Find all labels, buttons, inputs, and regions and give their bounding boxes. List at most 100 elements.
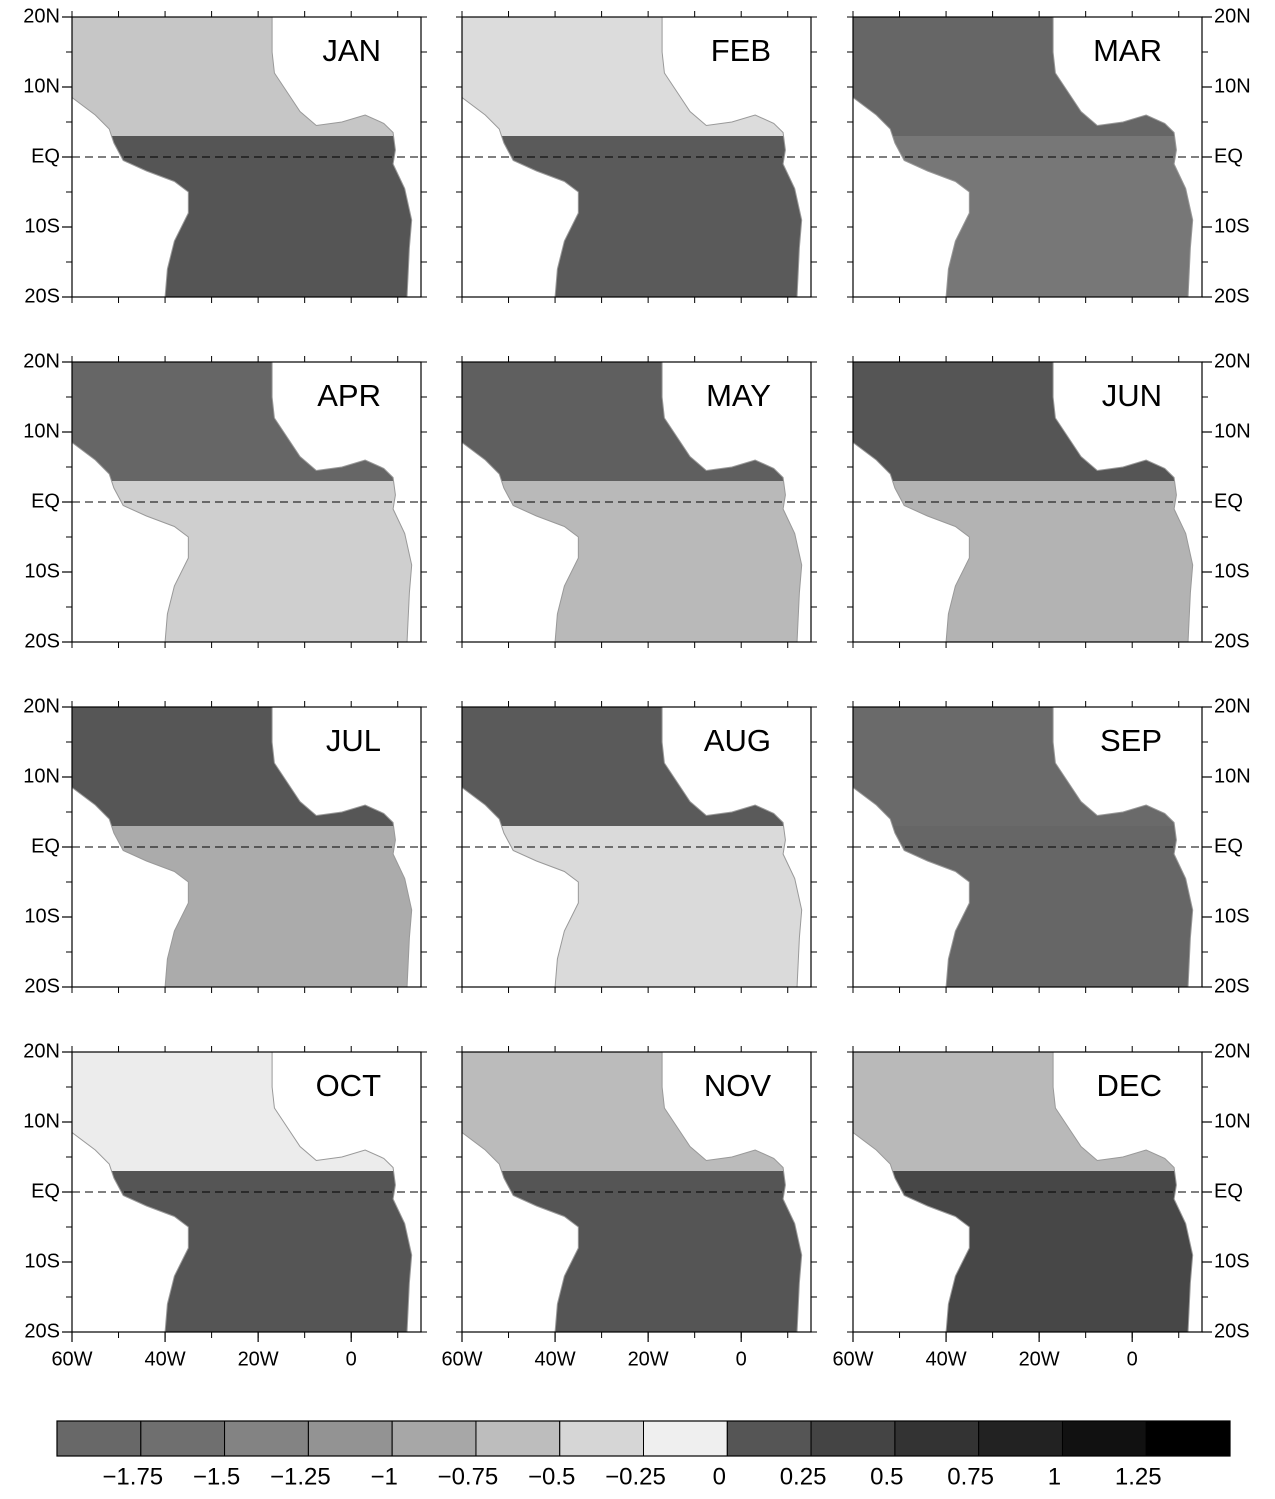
- lat-tick-label: 20S: [1214, 1320, 1250, 1342]
- lon-tick-label: 60W: [51, 1348, 92, 1370]
- lat-tick-label: 10S: [1214, 215, 1250, 237]
- lat-tick-label: 10N: [23, 765, 60, 787]
- colorbar-swatch: [476, 1421, 560, 1456]
- lat-tick-label: 20S: [24, 975, 60, 997]
- month-label: JAN: [322, 33, 381, 68]
- lat-tick-label: 10N: [23, 1110, 60, 1132]
- map-panel: NOV 60W 40W 20W 0: [441, 1046, 817, 1370]
- map-panel: SEP 20N 10N EQ 10S 20S: [847, 695, 1251, 997]
- lat-tick-label: 20N: [1214, 695, 1251, 717]
- lon-tick-label: 20W: [238, 1348, 279, 1370]
- colorbar-tick-label: 1: [1048, 1463, 1061, 1490]
- lon-tick-label: 20W: [1019, 1348, 1060, 1370]
- lon-tick-label: 0: [1127, 1348, 1138, 1370]
- lat-tick-label: 10N: [1214, 420, 1251, 442]
- lat-tick-label: 20S: [24, 1320, 60, 1342]
- lat-tick-label: 20N: [23, 350, 60, 372]
- lat-tick-label: EQ: [1214, 490, 1243, 512]
- lat-tick-label: 20N: [23, 695, 60, 717]
- colorbar-swatch: [895, 1421, 979, 1456]
- colorbar-swatch: [225, 1421, 309, 1456]
- map-panel: JUL 20N 10N EQ 10S 20S: [23, 695, 427, 997]
- colorbar-tick-label: −1.5: [193, 1463, 240, 1490]
- colorbar-tick-label: 0.5: [870, 1463, 903, 1490]
- colorbar-tick-label: −0.25: [605, 1463, 666, 1490]
- colorbar-tick-label: −1: [370, 1463, 397, 1490]
- month-label: JUL: [326, 723, 381, 758]
- map-panel: MAY: [456, 356, 817, 648]
- lon-tick-label: 60W: [832, 1348, 873, 1370]
- lat-tick-label: EQ: [1214, 145, 1243, 167]
- lat-tick-label: 10S: [24, 1250, 60, 1272]
- lat-tick-label: EQ: [1214, 835, 1243, 857]
- month-label: APR: [317, 378, 381, 413]
- lat-tick-label: EQ: [31, 1180, 60, 1202]
- lat-tick-label: 10N: [23, 420, 60, 442]
- colorbar-tick-label: 1.25: [1115, 1463, 1162, 1490]
- lat-tick-label: 20S: [1214, 975, 1250, 997]
- month-label: FEB: [711, 33, 771, 68]
- map-panel: AUG: [456, 701, 817, 993]
- colorbar: −1.75 −1.5 −1.25 −1 −0.75 −0.5 −0.25 0 0.25 0.5 0.…: [57, 1421, 1230, 1490]
- month-label: MAY: [706, 378, 771, 413]
- lat-tick-label: 20S: [24, 630, 60, 652]
- lat-tick-label: EQ: [31, 835, 60, 857]
- month-label: JUN: [1102, 378, 1162, 413]
- colorbar-swatch: [979, 1421, 1063, 1456]
- lat-tick-label: 10N: [23, 75, 60, 97]
- colorbar-tick-label: −0.75: [438, 1463, 499, 1490]
- map-panel: DEC20N10NEQ10S20S60W40W20W0: [832, 1040, 1250, 1370]
- lon-tick-label: 60W: [441, 1348, 482, 1370]
- colorbar-tick-label: 0.25: [780, 1463, 827, 1490]
- lat-tick-label: 20N: [1214, 5, 1251, 27]
- month-label: DEC: [1097, 1068, 1162, 1103]
- lon-tick-label: 0: [736, 1348, 747, 1370]
- colorbar-tick-label: −0.5: [528, 1463, 575, 1490]
- lon-tick-label: 40W: [535, 1348, 576, 1370]
- lon-tick-label: 0: [346, 1348, 357, 1370]
- lat-tick-label: EQ: [31, 145, 60, 167]
- lat-tick-label: EQ: [1214, 1180, 1243, 1202]
- lat-tick-label: EQ: [31, 490, 60, 512]
- lat-tick-label: 20S: [24, 285, 60, 307]
- lat-tick-label: 10S: [24, 905, 60, 927]
- map-panel: APR 20N 10N EQ 10S 20S: [23, 350, 427, 652]
- month-label: SEP: [1100, 723, 1162, 758]
- colorbar-tick-label: 0: [713, 1463, 726, 1490]
- colorbar-tick-label: −1.75: [102, 1463, 163, 1490]
- lat-tick-label: 10S: [1214, 905, 1250, 927]
- map-panel: JAN 20N 10N EQ 10S 20S: [23, 5, 427, 307]
- lon-tick-label: 20W: [628, 1348, 669, 1370]
- month-label: NOV: [704, 1068, 772, 1103]
- map-panel: OCT 20N 10N EQ 10S 20S 60W 40W 20W 0: [23, 1040, 427, 1370]
- month-label: AUG: [704, 723, 771, 758]
- lat-tick-label: 10S: [1214, 560, 1250, 582]
- map-panel: FEB: [456, 11, 817, 303]
- lat-tick-label: 20S: [1214, 630, 1250, 652]
- colorbar-swatch: [811, 1421, 895, 1456]
- lat-tick-label: 10S: [24, 215, 60, 237]
- month-label: MAR: [1093, 33, 1162, 68]
- colorbar-swatch: [560, 1421, 644, 1456]
- lat-tick-label: 20N: [23, 1040, 60, 1062]
- lat-tick-label: 10S: [24, 560, 60, 582]
- colorbar-swatch: [727, 1421, 811, 1456]
- lat-tick-label: 10S: [1214, 1250, 1250, 1272]
- lat-tick-label: 10N: [1214, 1110, 1251, 1132]
- colorbar-swatch: [141, 1421, 225, 1456]
- lat-tick-label: 10N: [1214, 765, 1251, 787]
- lon-tick-label: 40W: [145, 1348, 186, 1370]
- lat-tick-label: 20S: [1214, 285, 1250, 307]
- lat-tick-label: 20N: [23, 5, 60, 27]
- map-panel: JUN 20N 10N EQ 10S 20S: [847, 350, 1251, 652]
- colorbar-tick-label: −1.25: [270, 1463, 331, 1490]
- colorbar-swatch: [1062, 1421, 1146, 1456]
- colorbar-swatch: [392, 1421, 476, 1456]
- lat-tick-label: 20N: [1214, 350, 1251, 372]
- month-label: OCT: [316, 1068, 382, 1103]
- figure: JAN20N10NEQ10S20SFEBMAR20N10NEQ10S20SAPR…: [0, 0, 1275, 1494]
- colorbar-swatch: [1146, 1421, 1230, 1456]
- lat-tick-label: 20N: [1214, 1040, 1251, 1062]
- colorbar-tick-label: 0.75: [947, 1463, 994, 1490]
